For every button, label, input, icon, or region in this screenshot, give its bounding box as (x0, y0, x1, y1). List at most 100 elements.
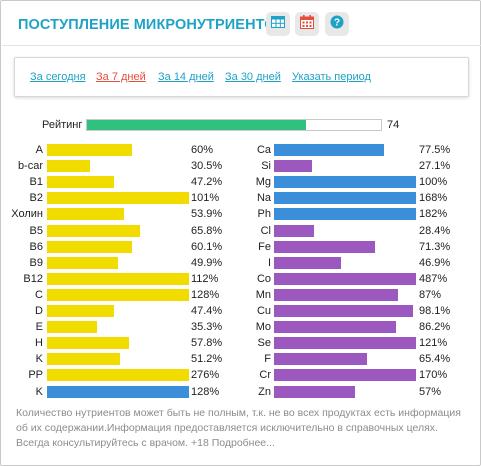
nutrient-bar (274, 385, 355, 398)
nutrient-label: Mg (255, 176, 271, 189)
nutrient-bar (274, 305, 413, 317)
nutrient-label: B6 (29, 240, 43, 253)
nutrient-percent: 51.2% (191, 353, 223, 366)
nutrient-row: b-car 30.5% (1, 160, 481, 173)
nutrient-percent: 170% (419, 369, 448, 382)
nutrient-label: Ph (257, 208, 271, 221)
nutrient-bar (274, 321, 396, 334)
nutrient-row: Ca 77.5% (1, 144, 481, 156)
nutrient-row: H 57.8% (1, 337, 481, 350)
help-icon: ? (330, 15, 344, 34)
nutrient-label: Fe (258, 240, 271, 253)
nutrient-bar (274, 176, 416, 189)
nutrient-row: Cu 98.1% (1, 305, 481, 317)
nutrient-percent: 49.9% (191, 256, 223, 269)
calendar-icon (300, 14, 314, 34)
nutrient-label: B2 (29, 192, 43, 205)
nutrient-row: Cl 28.4% (1, 224, 481, 237)
nutrient-label: Si (261, 160, 271, 173)
nutrient-percent: 30.5% (191, 160, 223, 173)
nutrient-bar (47, 385, 189, 398)
nutrient-percent: 47.2% (191, 176, 223, 189)
nutrient-row: E 35.3% (1, 321, 481, 334)
nutrient-bar (274, 192, 416, 205)
nutrient-label: Mo (255, 321, 271, 334)
nutrient-percent: 182% (419, 208, 448, 221)
nutrient-bar (47, 305, 114, 317)
nutrient-row: Si 27.1% (1, 160, 481, 173)
nutrient-label: B1 (29, 176, 43, 189)
nutrient-percent: 86.2% (419, 321, 451, 334)
period-7-days-link[interactable]: За 7 дней (96, 71, 146, 83)
nutrient-percent: 71.3% (419, 240, 451, 253)
nutrient-percent: 87% (419, 288, 442, 301)
nutrient-percent: 47.4% (191, 305, 223, 317)
nutrient-row: Zn 57% (1, 385, 481, 398)
nutrient-bar (274, 272, 416, 285)
calendar-button[interactable] (295, 12, 319, 36)
nutrient-percent: 77.5% (419, 144, 451, 156)
nutrient-bar (47, 256, 118, 269)
nutrient-bar (274, 353, 367, 366)
nutrient-percent: 27.1% (419, 160, 451, 173)
nutrient-bar (47, 321, 97, 334)
nutrient-bar (47, 208, 124, 221)
nutrient-percent: 65.8% (191, 224, 223, 237)
nutrient-percent: 101% (191, 192, 220, 205)
nutrient-percent: 128% (191, 288, 220, 301)
nutrient-row: Mn 87% (1, 288, 481, 301)
rating-bar (86, 119, 382, 131)
nutrient-label: K (35, 385, 43, 398)
nutrient-percent: 112% (191, 272, 219, 285)
nutrient-label: H (35, 337, 43, 350)
period-14-days-link[interactable]: За 14 дней (158, 71, 214, 83)
help-button[interactable]: ? (325, 12, 349, 36)
nutrient-bar (274, 160, 312, 173)
nutrient-row: Mg 100% (1, 176, 481, 189)
nutrient-row: K 128% (1, 385, 481, 398)
period-custom-link[interactable]: Указать период (292, 71, 371, 83)
nutrient-bar (47, 288, 189, 301)
nutrient-percent: 53.9% (191, 208, 223, 221)
nutrient-row: Cr 170% (1, 369, 481, 382)
nutrient-percent: 98.1% (419, 305, 451, 317)
nutrient-label: E (35, 321, 43, 334)
nutrient-row: Se 121% (1, 337, 481, 350)
nutrient-bar (47, 337, 129, 350)
nutrient-percent: 60.1% (191, 240, 223, 253)
nutrient-row: B2 101% (1, 192, 481, 205)
nutrient-row: Fe 71.3% (1, 240, 481, 253)
nutrient-row: Co 487% (1, 272, 481, 285)
widget-title: ПОСТУПЛЕНИЕ МИКРОНУТРИЕНТОВ (18, 17, 287, 33)
nutrient-bar (47, 176, 114, 189)
nutrient-bar (274, 144, 384, 156)
nutrient-label: A (35, 144, 43, 156)
nutrient-row: Ph 182% (1, 208, 481, 221)
period-selector: За сегодня За 7 дней За 14 дней За 30 дн… (14, 57, 469, 97)
nutrient-label: Co (256, 272, 271, 285)
widget-header: ПОСТУПЛЕНИЕ МИКРОНУТРИЕНТОВ (2, 2, 481, 46)
nutrient-bar (274, 208, 416, 221)
table-icon (271, 15, 285, 33)
nutrient-row: Mo 86.2% (1, 321, 481, 334)
period-today-link[interactable]: За сегодня (30, 71, 86, 83)
nutrient-percent: 65.4% (419, 353, 451, 366)
svg-text:?: ? (334, 17, 340, 28)
period-30-days-link[interactable]: За 30 дней (225, 71, 281, 83)
nutrient-label: b-car (17, 160, 43, 173)
table-view-button[interactable] (266, 12, 290, 36)
nutrient-label: I (267, 256, 271, 269)
nutrient-bar (47, 160, 90, 173)
nutrient-row: B12 112% (1, 272, 481, 285)
nutrient-percent: 60% (191, 144, 214, 156)
nutrient-label: F (264, 353, 271, 366)
nutrient-row: B9 49.9% (1, 256, 481, 269)
nutrient-row: B6 60.1% (1, 240, 481, 253)
nutrient-bar (47, 240, 132, 253)
nutrient-percent: 35.3% (191, 321, 223, 334)
nutrient-percent: 487% (419, 272, 448, 285)
nutrient-label: Ca (256, 144, 271, 156)
nutrient-bar (274, 369, 416, 382)
nutrient-percent: 28.4% (419, 224, 451, 237)
